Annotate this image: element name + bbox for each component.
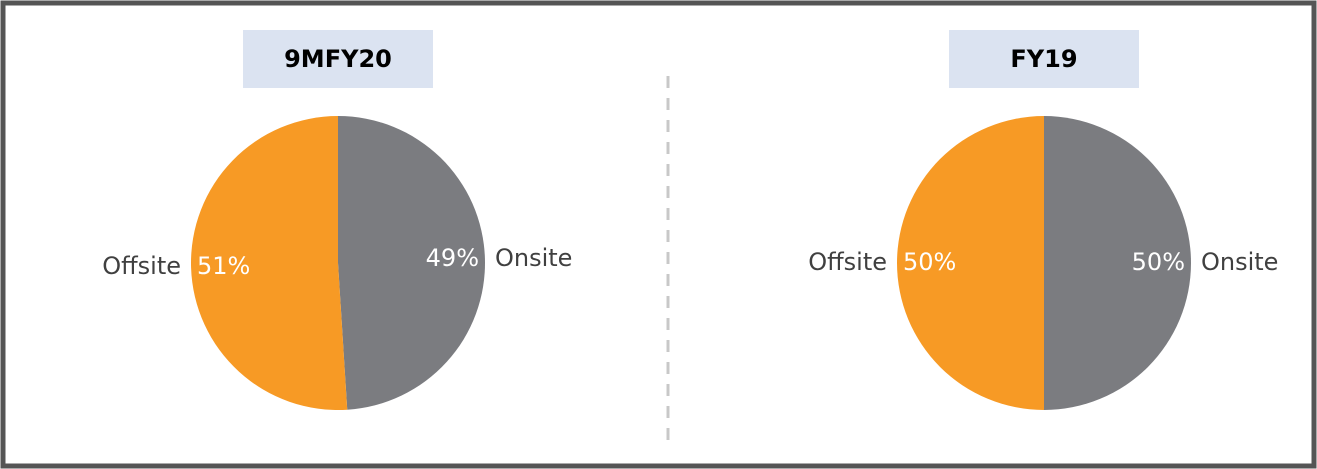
- category-label: Onsite: [1201, 248, 1278, 276]
- value-label: 49%: [426, 244, 479, 272]
- pie-slice: [897, 116, 1044, 410]
- category-label: Offsite: [808, 248, 887, 276]
- title-box: [243, 30, 433, 88]
- pie-slice: [190, 116, 348, 410]
- category-label: Offsite: [102, 252, 181, 280]
- value-label: 50%: [1132, 248, 1185, 276]
- title-box: [949, 30, 1139, 88]
- pie-slice: [338, 116, 485, 410]
- value-label: 51%: [197, 252, 250, 280]
- chart-title: FY19: [1010, 45, 1077, 73]
- chart-title: 9MFY20: [284, 45, 392, 73]
- category-label: Onsite: [495, 244, 572, 272]
- pie-slice: [1044, 116, 1191, 410]
- value-label: 50%: [903, 248, 956, 276]
